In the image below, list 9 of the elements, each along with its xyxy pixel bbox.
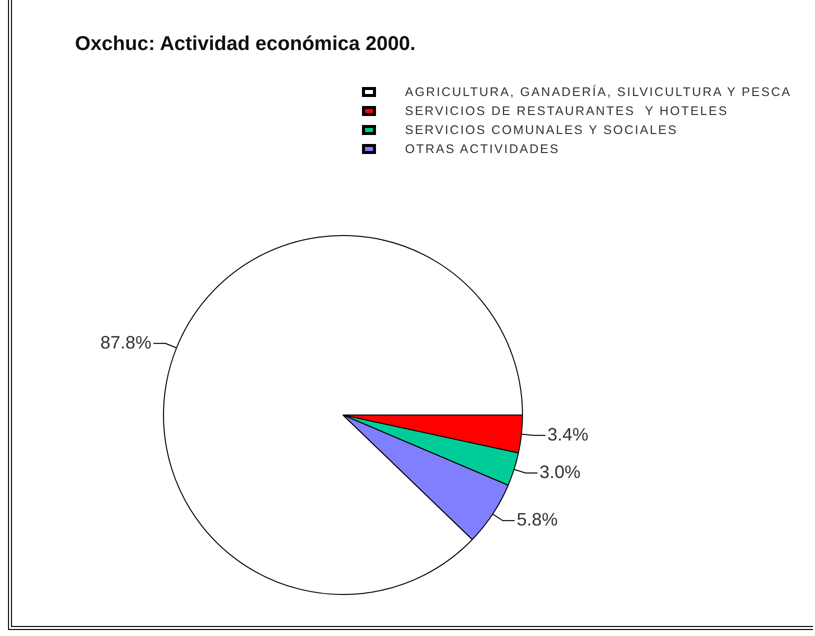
legend-label: SERVICIOS DE RESTAURANTES Y HOTELES bbox=[405, 104, 728, 118]
chart-title: Oxchuc: Actividad económica 2000. bbox=[75, 33, 416, 56]
legend-label: OTRAS ACTIVIDADES bbox=[405, 142, 560, 156]
data-label: 87.8% bbox=[100, 332, 152, 352]
data-label: 5.8% bbox=[516, 510, 558, 530]
data-label: 3.0% bbox=[539, 462, 581, 482]
legend-label: SERVICIOS COMUNALES Y SOCIALES bbox=[405, 122, 678, 136]
data-label: 3.4% bbox=[547, 424, 588, 444]
legend-label: AGRICULTURA, GANADERÍA, SILVICULTURA Y PESCA bbox=[405, 84, 792, 98]
